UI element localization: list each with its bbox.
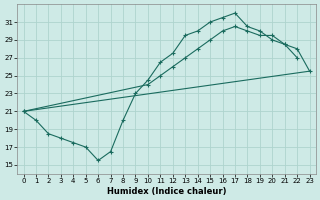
X-axis label: Humidex (Indice chaleur): Humidex (Indice chaleur): [107, 187, 226, 196]
